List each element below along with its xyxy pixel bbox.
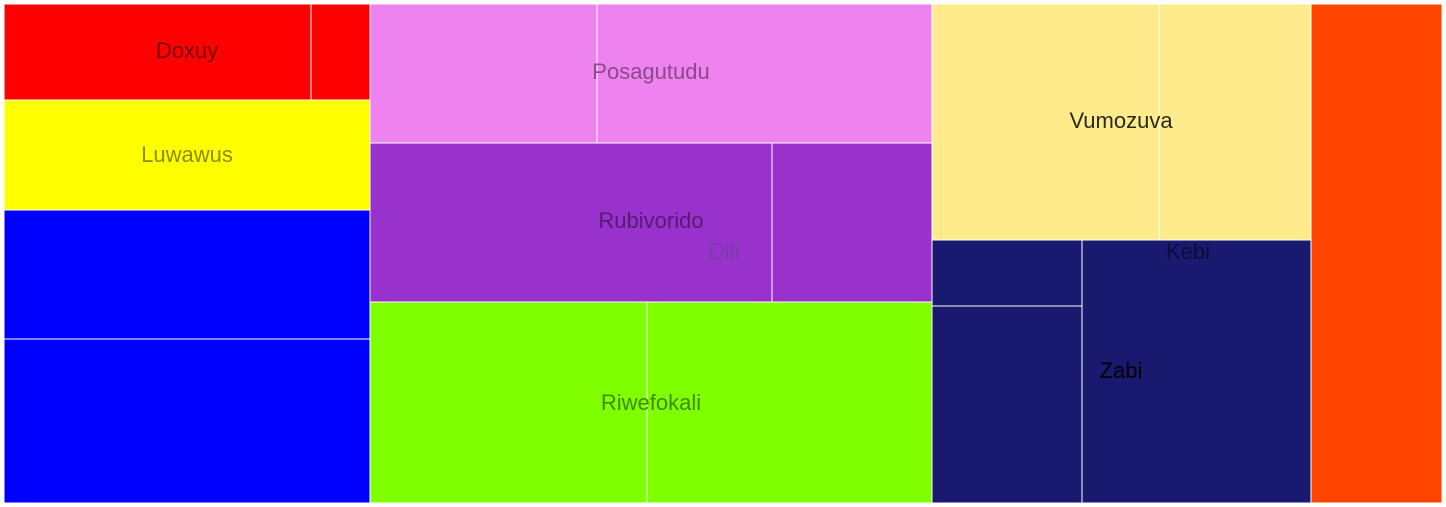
treemap-label-vumozuva: Vumozuva [1069,108,1173,133]
treemap-cell-riwefokali-0 [369,301,648,504]
treemap-label-dili: Dili [709,239,740,264]
treemap-cell-zabi-0 [931,239,1083,307]
treemap-cell-luwawus-0 [3,99,371,211]
treemap-label-rubivorido: Rubivorido [598,208,703,233]
treemap-cell-vumozuva-1 [1158,3,1312,241]
treemap-label-luwawus: Luwawus [141,142,233,167]
treemap-cell-posagutudu-0 [369,3,598,144]
treemap-cell-rubivorido-1 [771,142,933,303]
treemap-cell-doxuy-0 [3,3,312,101]
treemap-cell-group-10-0 [1310,3,1443,504]
treemap-cell-vumozuva-0 [931,3,1160,241]
treemap-label-doxuy: Doxuy [156,38,218,63]
treemap-cell-rubivorido-0 [369,142,773,303]
treemap-cell-zabi-2 [1081,239,1312,504]
treemap-label-riwefokali: Riwefokali [601,390,701,415]
treemap-cells [3,3,1443,504]
treemap-cell-posagutudu-1 [596,3,933,144]
treemap-label-zabi: Zabi [1100,358,1143,383]
treemap-label-kebi: Kebi [1166,239,1210,264]
treemap-cell-zabi-1 [931,305,1083,504]
treemap-cell-group-2-1 [3,338,371,504]
treemap-cell-group-2-0 [3,209,371,340]
treemap-label-posagutudu: Posagutudu [592,59,709,84]
treemap-cell-doxuy-1 [310,3,371,101]
